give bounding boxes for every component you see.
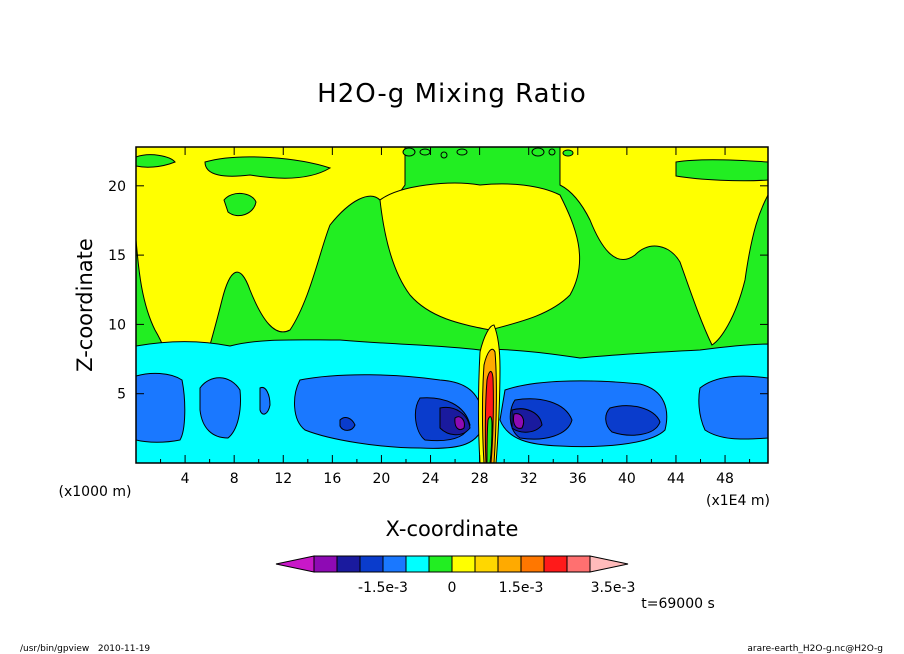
field-top-fragments [402, 147, 574, 159]
y-tick-label: 20 [108, 179, 126, 195]
colorbar-swatch [405, 555, 430, 573]
colorbar-swatch [497, 555, 522, 573]
colorbar-swatch [543, 555, 568, 573]
y-axis-ticks: 5 10 15 20 [108, 179, 768, 403]
colorbar-swatch [451, 555, 476, 573]
x-tick-label: 48 [716, 471, 734, 487]
colorbar-swatch [336, 555, 361, 573]
x-axis-title: X-coordinate [386, 517, 519, 541]
x-tick-label: 36 [569, 471, 587, 487]
colorbar-swatch [359, 555, 384, 573]
x-axis-ticks: 4 8 12 16 20 24 28 32 36 40 44 48 [160, 147, 751, 487]
field-yellow-right [559, 147, 768, 346]
colorbar-swatch [313, 555, 338, 573]
y-tick-label: 5 [117, 387, 126, 403]
x-tick-label: 40 [618, 471, 636, 487]
colorbar-swatch [428, 555, 453, 573]
x-unit-label: (x1000 m) [59, 484, 132, 500]
footer-right: arare-earth_H2O-g.nc@H2O-g [747, 644, 883, 654]
colorbar [275, 555, 629, 573]
colorbar-swatch [382, 555, 407, 573]
plot-frame [135, 146, 769, 464]
x-tick-label: 32 [520, 471, 538, 487]
colorbar-swatch [566, 555, 591, 573]
field-purple-core [454, 413, 525, 431]
right-unit-label: (x1E4 m) [706, 493, 770, 509]
time-label: t=69000 s [641, 596, 715, 612]
colorbar-tick-label: 0 [448, 580, 457, 596]
field-green-patch [675, 159, 768, 182]
x-tick-label: 4 [181, 471, 190, 487]
colorbar-tick-label: 1.5e-3 [499, 580, 544, 596]
x-tick-label: 44 [667, 471, 685, 487]
colorbar-swatch [474, 555, 499, 573]
y-tick-label: 10 [108, 317, 126, 333]
x-tick-label: 24 [422, 471, 440, 487]
field-column-green-core [486, 416, 493, 463]
x-tick-label: 8 [230, 471, 239, 487]
y-axis-title: Z-coordinate [73, 238, 97, 372]
colorbar-tick-label: -1.5e-3 [358, 580, 408, 596]
chart-title: H2O-g Mixing Ratio [317, 79, 587, 109]
colorbar-max-arrow [589, 555, 629, 573]
colorbar-tick-label: 3.5e-3 [591, 580, 636, 596]
contour-field [136, 147, 768, 463]
field-darkblue-core [339, 397, 661, 442]
footer-left: /usr/bin/gpview 2010-11-19 [20, 644, 150, 654]
field-green-patch [204, 156, 332, 179]
field-green-patch [136, 154, 176, 168]
x-tick-label: 20 [373, 471, 391, 487]
colorbar-swatch [520, 555, 545, 573]
colorbar-ticks: -1.5e-3 0 1.5e-3 3.5e-3 [358, 580, 635, 596]
colorbar-min-arrow [275, 555, 315, 573]
field-green-patch [223, 193, 257, 217]
x-tick-label: 12 [274, 471, 292, 487]
x-tick-label: 16 [323, 471, 341, 487]
x-tick-label: 28 [471, 471, 489, 487]
field-yellow-center [379, 182, 581, 331]
y-tick-label: 15 [108, 248, 126, 264]
